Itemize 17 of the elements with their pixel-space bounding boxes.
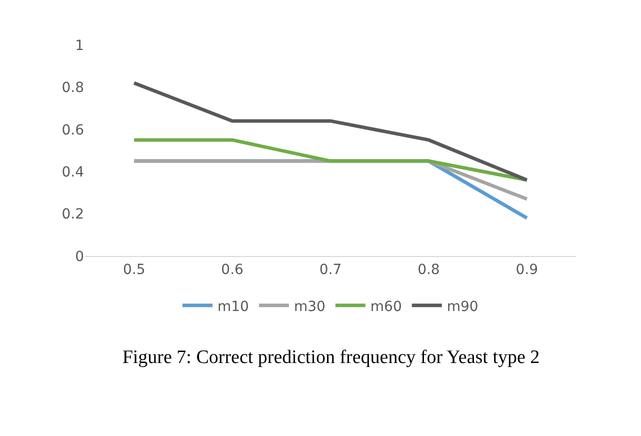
x-tick-label: 0.8 bbox=[418, 262, 440, 278]
x-tick-label: 0.6 bbox=[221, 262, 244, 278]
y-tick-label: 0.6 bbox=[62, 122, 84, 138]
legend-label: m10 bbox=[218, 298, 249, 315]
line-series bbox=[132, 81, 529, 182]
y-tick-label: 0.2 bbox=[62, 206, 84, 223]
x-tick-label: 0.7 bbox=[319, 262, 342, 278]
y-tick-label: 1 bbox=[75, 38, 84, 54]
legend-label: m90 bbox=[446, 298, 478, 315]
legend-label: m60 bbox=[370, 298, 402, 315]
x-tick-label: 0.9 bbox=[516, 262, 538, 278]
legend-label: m30 bbox=[294, 298, 326, 315]
x-tick-label: 0.5 bbox=[122, 262, 146, 278]
y-tick-label: 0.4 bbox=[62, 164, 84, 180]
y-tick-label: 0 bbox=[75, 248, 84, 265]
caption: Figure 7: Correct prediction frequency for Yeast type 2 bbox=[122, 347, 540, 368]
y-tick-label: 0.8 bbox=[62, 80, 84, 96]
